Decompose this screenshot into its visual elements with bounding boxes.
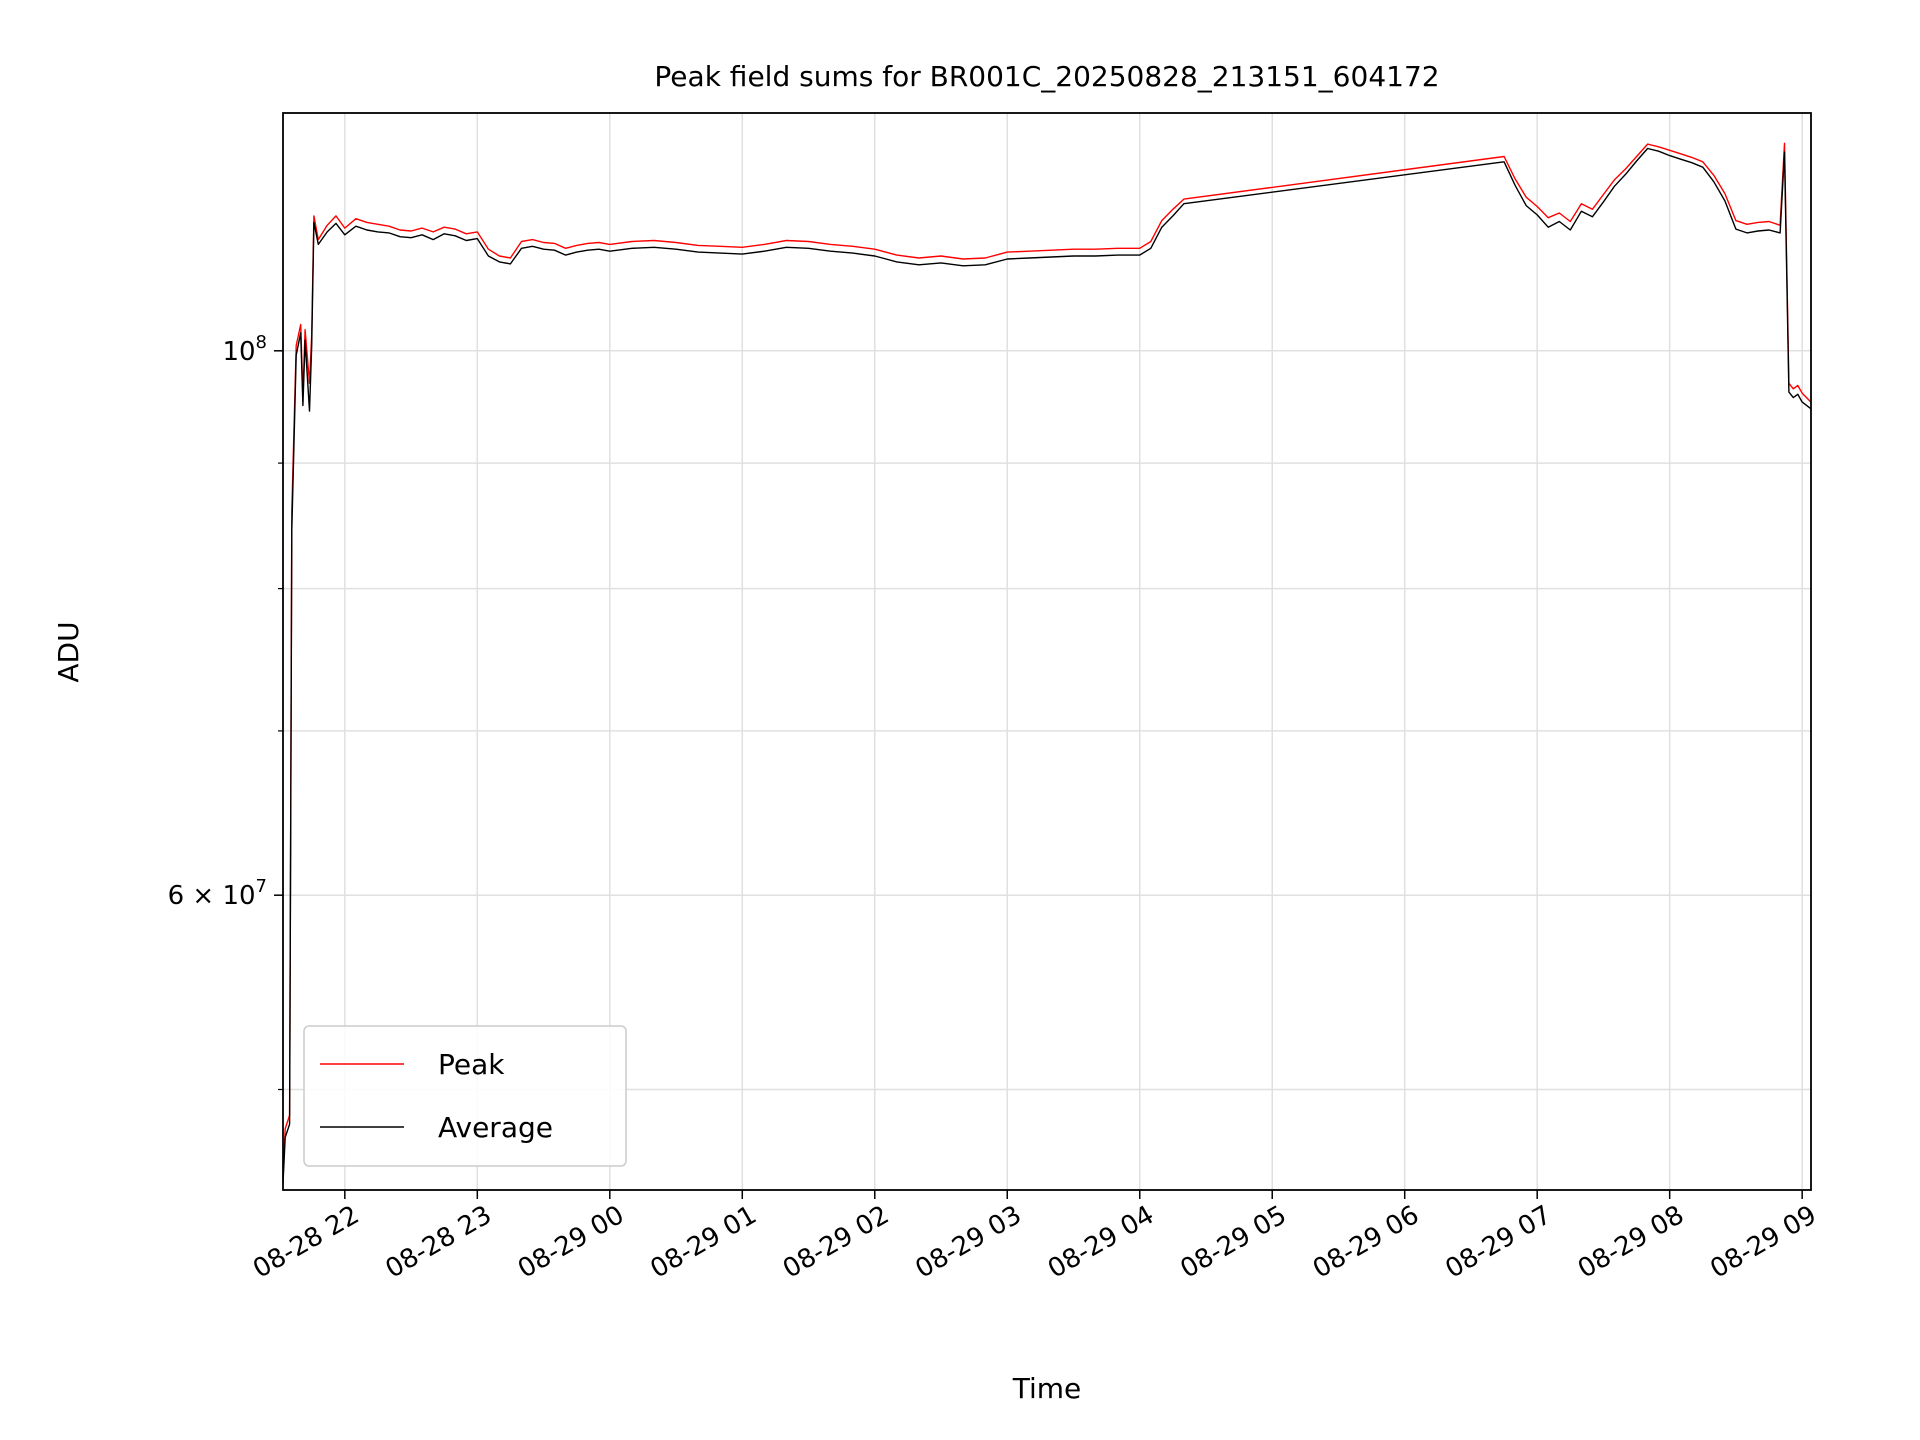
series-line-peak [282,142,1812,1179]
x-axis-label: Time [1012,1372,1082,1405]
series-line-average [282,147,1812,1184]
legend-label: Average [438,1111,553,1144]
plot-lines [282,142,1812,1184]
plot-area-frame [282,112,1812,1191]
grid [283,113,1811,1190]
y-tick-label: 108 [222,332,267,367]
y-axis: 108 6 × 107 [168,332,283,1091]
legend: Peak Average [303,1025,627,1167]
y-axis-label: ADU [52,621,85,682]
legend-box [303,1025,627,1167]
legend-label: Peak [438,1048,505,1081]
y-tick-label: 6 × 107 [168,876,267,911]
chart-title: Peak field sums for BR001C_20250828_2131… [654,60,1439,93]
